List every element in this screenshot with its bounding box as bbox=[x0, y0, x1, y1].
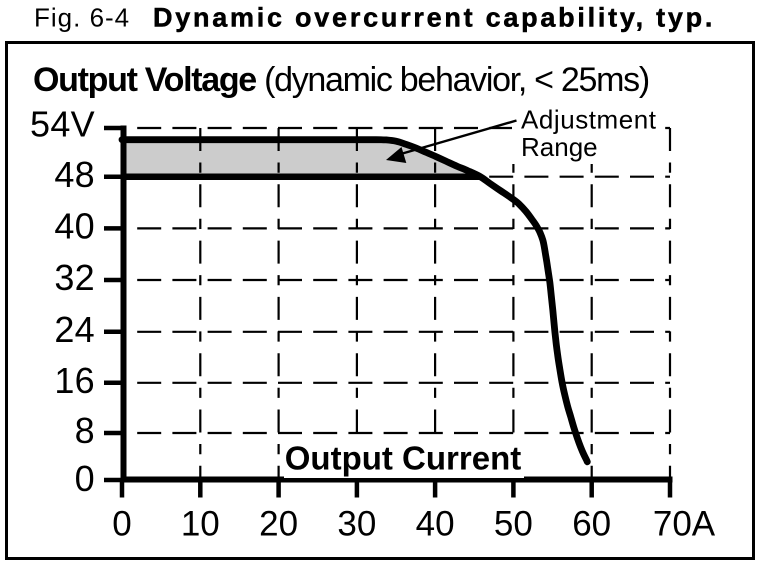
svg-text:24: 24 bbox=[54, 309, 95, 350]
svg-text:30: 30 bbox=[337, 505, 376, 544]
svg-text:Range: Range bbox=[521, 132, 598, 162]
svg-text:50: 50 bbox=[494, 505, 533, 544]
svg-text:40: 40 bbox=[54, 205, 95, 246]
svg-text:16: 16 bbox=[54, 360, 95, 401]
svg-text:0: 0 bbox=[75, 458, 95, 499]
svg-text:Adjustment: Adjustment bbox=[521, 105, 657, 135]
svg-text:54V: 54V bbox=[30, 104, 95, 145]
svg-text:10: 10 bbox=[181, 505, 220, 544]
svg-text:40: 40 bbox=[416, 505, 455, 544]
svg-text:Dynamic overcurrent capability: Dynamic overcurrent capability, typ. bbox=[153, 3, 715, 33]
svg-text:60: 60 bbox=[572, 505, 611, 544]
svg-text:48: 48 bbox=[54, 154, 95, 195]
svg-text:Output Current: Output Current bbox=[285, 440, 521, 477]
svg-text:20: 20 bbox=[259, 505, 298, 544]
svg-text:Output Voltage (dynamic behavi: Output Voltage (dynamic behavior, < 25ms… bbox=[33, 61, 649, 99]
svg-text:8: 8 bbox=[75, 410, 95, 451]
svg-text:Fig. 6-4: Fig. 6-4 bbox=[34, 3, 130, 33]
svg-text:0: 0 bbox=[112, 505, 131, 544]
svg-text:32: 32 bbox=[54, 257, 95, 298]
svg-text:70A: 70A bbox=[653, 505, 716, 544]
